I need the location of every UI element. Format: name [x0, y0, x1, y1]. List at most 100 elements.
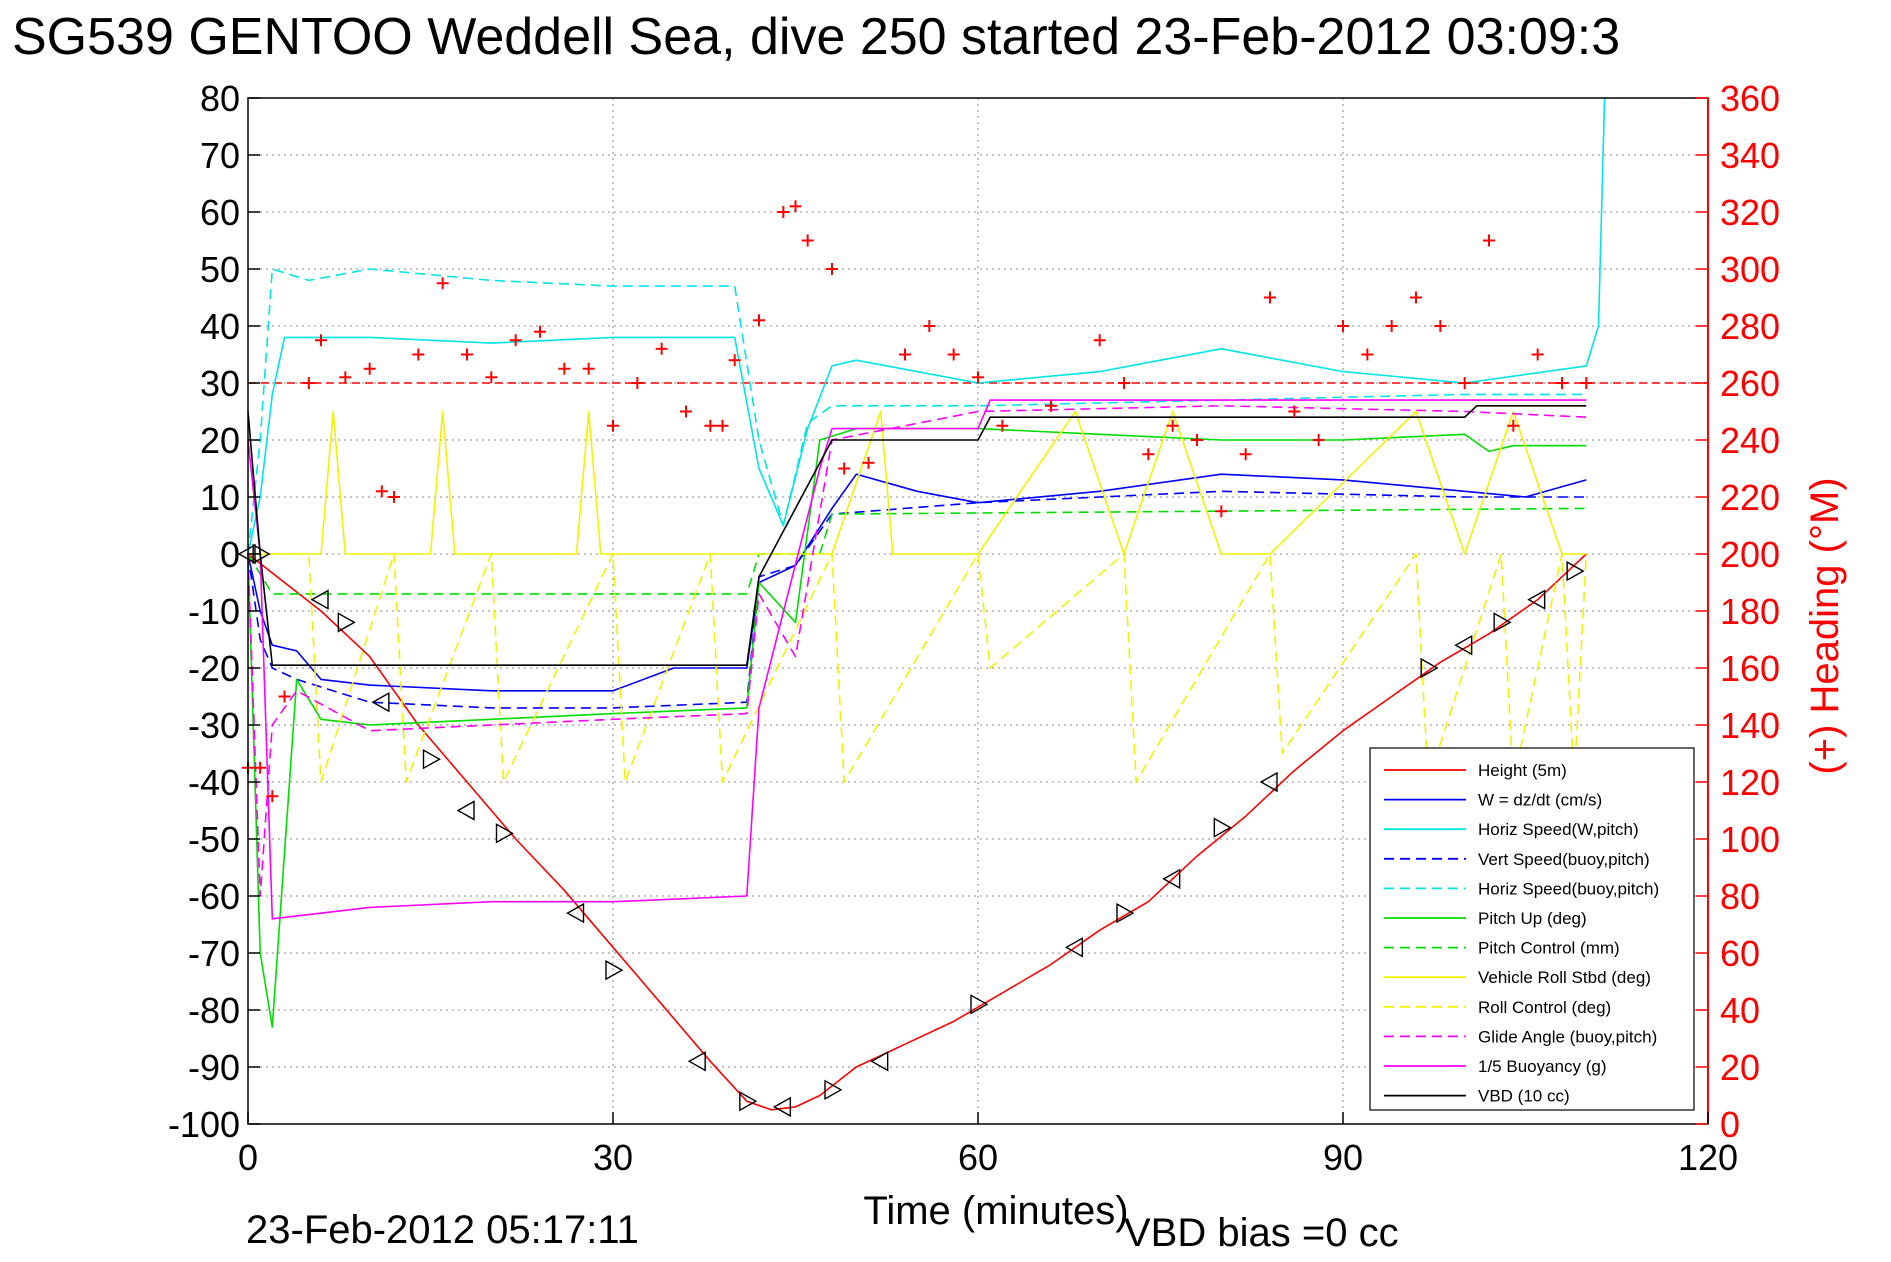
y2-tick-label: 40 [1720, 990, 1760, 1031]
heading-point [996, 419, 1009, 432]
heading-point [899, 348, 911, 361]
triangle-marker [495, 823, 514, 844]
triangle-marker [1064, 937, 1084, 958]
x-tick-label: 0 [238, 1137, 258, 1178]
heading-point [1580, 377, 1593, 389]
triangle-marker [1420, 657, 1439, 679]
legend-label: Glide Angle (buoy,pitch) [1478, 1027, 1657, 1046]
x-tick-label: 60 [958, 1137, 998, 1178]
heading-point [1483, 234, 1495, 247]
legend-label: Horiz Speed(buoy,pitch) [1478, 879, 1659, 898]
y2-tick-label: 100 [1720, 819, 1780, 860]
heading-point [363, 362, 376, 375]
heading-point [1239, 448, 1252, 461]
heading-point [485, 371, 498, 384]
series-line-height-5m [247, 553, 1587, 1111]
heading-point [375, 485, 388, 498]
y2-tick-label: 300 [1720, 249, 1780, 290]
triangle-marker [1116, 902, 1135, 924]
y-tick-label: -60 [188, 876, 240, 917]
series-line-pitch-control-mm [247, 507, 1587, 595]
y2-tick-label: 120 [1720, 762, 1780, 803]
triangle-marker [456, 800, 475, 821]
heading-point [1337, 320, 1349, 332]
legend-label: Height (5m) [1478, 761, 1567, 780]
y2-tick-label: 0 [1720, 1104, 1740, 1145]
triangle-marker [337, 612, 356, 633]
heading-point [1118, 377, 1130, 389]
y-tick-label: 30 [200, 363, 240, 404]
triangle-marker [422, 749, 441, 770]
heading-layer [242, 200, 1593, 803]
heading-point [558, 362, 571, 375]
triangle-marker [605, 959, 624, 981]
y2-axis-label: (+) Heading (°M) [1803, 477, 1847, 774]
triangle-marker [1259, 771, 1278, 793]
heading-point [923, 320, 936, 332]
heading-point [388, 491, 400, 503]
heading-point [631, 377, 644, 389]
legend-label: Pitch Control (mm) [1478, 939, 1620, 958]
legend-label: Pitch Up (deg) [1478, 909, 1587, 928]
triangle-marker [739, 1091, 758, 1112]
legend-label: VBD (10 cc) [1478, 1087, 1570, 1106]
heading-point [972, 371, 984, 384]
heading-point [436, 277, 449, 290]
y2-tick-label: 200 [1720, 534, 1780, 575]
triangle-marker [772, 1096, 792, 1118]
series-line-1-5-buoyancy-g [247, 399, 1587, 920]
triangle-marker [687, 1051, 706, 1072]
heading-point [862, 456, 875, 469]
heading-point [801, 234, 814, 247]
marker-layer [237, 543, 1585, 1118]
heading-point [1434, 320, 1447, 332]
y2-tick-label: 80 [1720, 876, 1760, 917]
y-axis-ticks: 80 70 60 50 40 30 20 10 0 -10 -20 -30 -40 -50 -60 -70 -8… [168, 78, 260, 1145]
heading-point [838, 462, 851, 475]
y2-tick-label: 280 [1720, 306, 1780, 347]
footer-vbd-bias: VBD bias =0 cc [1124, 1211, 1399, 1255]
triangle-marker [1162, 868, 1181, 890]
heading-point [1556, 377, 1568, 389]
legend-label: Vert Speed(buoy,pitch) [1478, 850, 1650, 869]
y-tick-label: -40 [188, 762, 240, 803]
legend: Height (5m) W = dz/dt (cm/s) Horiz Speed(W… [1369, 747, 1695, 1111]
triangle-marker [1527, 589, 1546, 610]
triangle-marker [371, 692, 390, 713]
x-axis-ticks: 0 30 60 90 120 [238, 1112, 1738, 1178]
triangle-marker [566, 902, 585, 924]
heading-point [704, 419, 717, 432]
y2-tick-label: 60 [1720, 933, 1760, 974]
y-tick-label: 80 [200, 78, 240, 119]
heading-point [1215, 505, 1228, 518]
heading-point [534, 325, 546, 338]
heading-point [509, 334, 522, 347]
heading-point [302, 377, 315, 389]
y-tick-label: -80 [188, 990, 240, 1031]
y-tick-label: -70 [188, 933, 240, 974]
heading-point [947, 348, 960, 361]
y-tick-label: -90 [188, 1047, 240, 1088]
y2-tick-label: 160 [1720, 648, 1780, 689]
y-tick-label: 50 [200, 249, 240, 290]
heading-point [789, 200, 802, 213]
triangle-marker [1454, 635, 1473, 656]
legend-label: Roll Control (deg) [1478, 998, 1611, 1017]
y2-axis-ticks: 3603403203002802602402202001801601401201… [1696, 78, 1780, 1145]
x-tick-label: 120 [1678, 1137, 1738, 1178]
heading-point [1385, 320, 1398, 332]
heading-point [315, 334, 327, 347]
heading-point [1458, 377, 1471, 389]
heading-point [1410, 291, 1422, 304]
y2-tick-label: 220 [1720, 477, 1780, 518]
y-tick-label: -100 [168, 1104, 240, 1145]
x-tick-label: 90 [1323, 1137, 1363, 1178]
y-tick-label: 70 [200, 135, 240, 176]
y2-tick-label: 260 [1720, 363, 1780, 404]
heading-point [826, 263, 838, 275]
x-axis-label: Time (minutes) [863, 1189, 1128, 1233]
heading-point [1166, 419, 1179, 432]
triangle-marker [970, 994, 989, 1015]
y-tick-label: 20 [200, 420, 240, 461]
